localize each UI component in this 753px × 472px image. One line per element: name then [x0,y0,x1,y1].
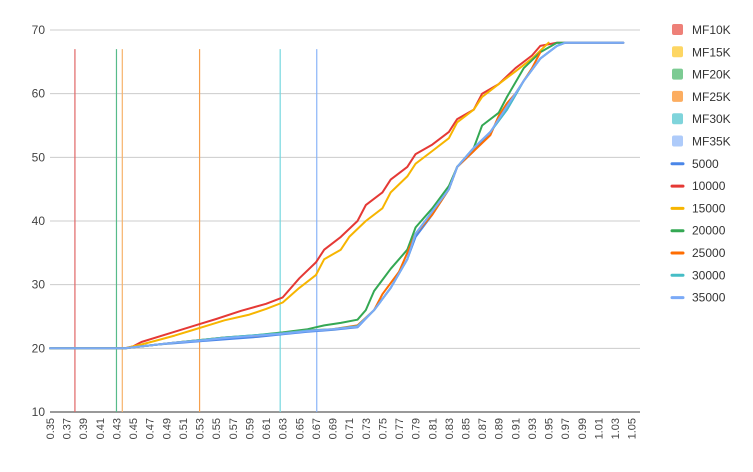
x-tick-label: 0.87 [477,418,489,439]
legend-label: 20000 [692,224,726,238]
x-tick-label: 0.39 [78,418,90,439]
x-tick-label: 0.55 [211,418,223,439]
legend-swatch-mf25k [672,90,683,102]
legend-label: MF10K [692,23,731,37]
vertical-markers [74,49,318,412]
series-line-10000 [49,41,625,350]
legend-label: 5000 [692,157,719,171]
x-tick-label: 0.49 [161,418,173,439]
x-tick-label: 0.77 [394,418,406,439]
legend-swatch-mf10k [672,24,683,35]
legend-label: 10000 [692,179,726,193]
legend-label: MF15K [692,45,731,59]
x-tick-label: 0.43 [111,418,123,439]
legend-label: 25000 [692,246,726,260]
x-tick-label: 0.59 [244,418,256,439]
legend-swatch-mf30k [672,113,683,125]
x-tick-label: 1.01 [593,418,605,439]
legend-swatch-mf15k [672,46,683,58]
y-tick-label: 30 [32,278,46,292]
legend-label: MF30K [692,112,731,126]
series-line-35000 [49,41,625,350]
axes: 10 20 30 40 50 60 70 0.35 0.37 0.39 0.41 0.43 0.45 0.… [32,23,639,439]
x-tick-label: 0.91 [510,418,522,439]
x-tick-label: 0.85 [460,418,472,439]
x-tick-label: 0.75 [377,418,389,439]
legend-label: MF20K [692,68,731,82]
x-tick-label: 0.35 [45,418,57,439]
y-tick-label: 40 [32,214,46,228]
legend: MF10K MF15K MF20K MF25K MF30K MF35K 5000 10000 1… [670,23,731,305]
y-tick-label: 10 [32,405,46,419]
x-tick-label: 0.73 [361,418,373,439]
x-tick-label: 0.67 [311,418,323,439]
legend-label: 30000 [692,268,726,282]
legend-label: MF35K [692,135,731,149]
x-tick-label: 0.61 [261,418,273,439]
y-tick-label: 20 [32,341,46,355]
x-tick-label: 0.45 [128,418,140,439]
y-tick-label: 70 [32,23,46,37]
x-tick-label: 0.89 [494,418,506,439]
x-tick-label: 0.97 [560,418,572,439]
x-tick-label: 0.53 [195,418,207,439]
x-tick-label: 0.71 [344,418,356,439]
x-tick-label: 0.65 [294,418,306,439]
x-tick-label: 1.03 [610,418,622,439]
x-tick-label: 0.47 [145,418,157,439]
x-tick-label: 0.99 [577,418,589,439]
x-tick-label: 0.51 [178,418,190,439]
x-tick-label: 0.69 [328,418,340,439]
legend-label: 35000 [692,291,726,305]
legend-swatch-mf35k [672,135,683,147]
legend-label: 15000 [692,201,726,215]
gridlines [50,29,640,413]
y-tick-label: 60 [32,87,46,101]
series-line-15000 [49,41,550,350]
legend-swatch-mf20k [672,68,683,80]
x-tick-label: 1.05 [627,418,639,439]
x-tick-label: 0.83 [444,418,456,439]
y-tick-label: 50 [32,150,46,164]
series-lines [49,41,625,350]
legend-label: MF25K [692,90,731,104]
x-tick-label: 0.81 [427,418,439,439]
x-tick-label: 0.41 [95,418,107,439]
x-tick-label: 0.95 [544,418,556,439]
x-tick-label: 0.57 [228,418,240,439]
x-tick-label: 0.37 [62,418,74,439]
x-tick-label: 0.93 [527,418,539,439]
x-tick-label: 0.79 [411,418,423,439]
x-tick-label: 0.63 [278,418,290,439]
